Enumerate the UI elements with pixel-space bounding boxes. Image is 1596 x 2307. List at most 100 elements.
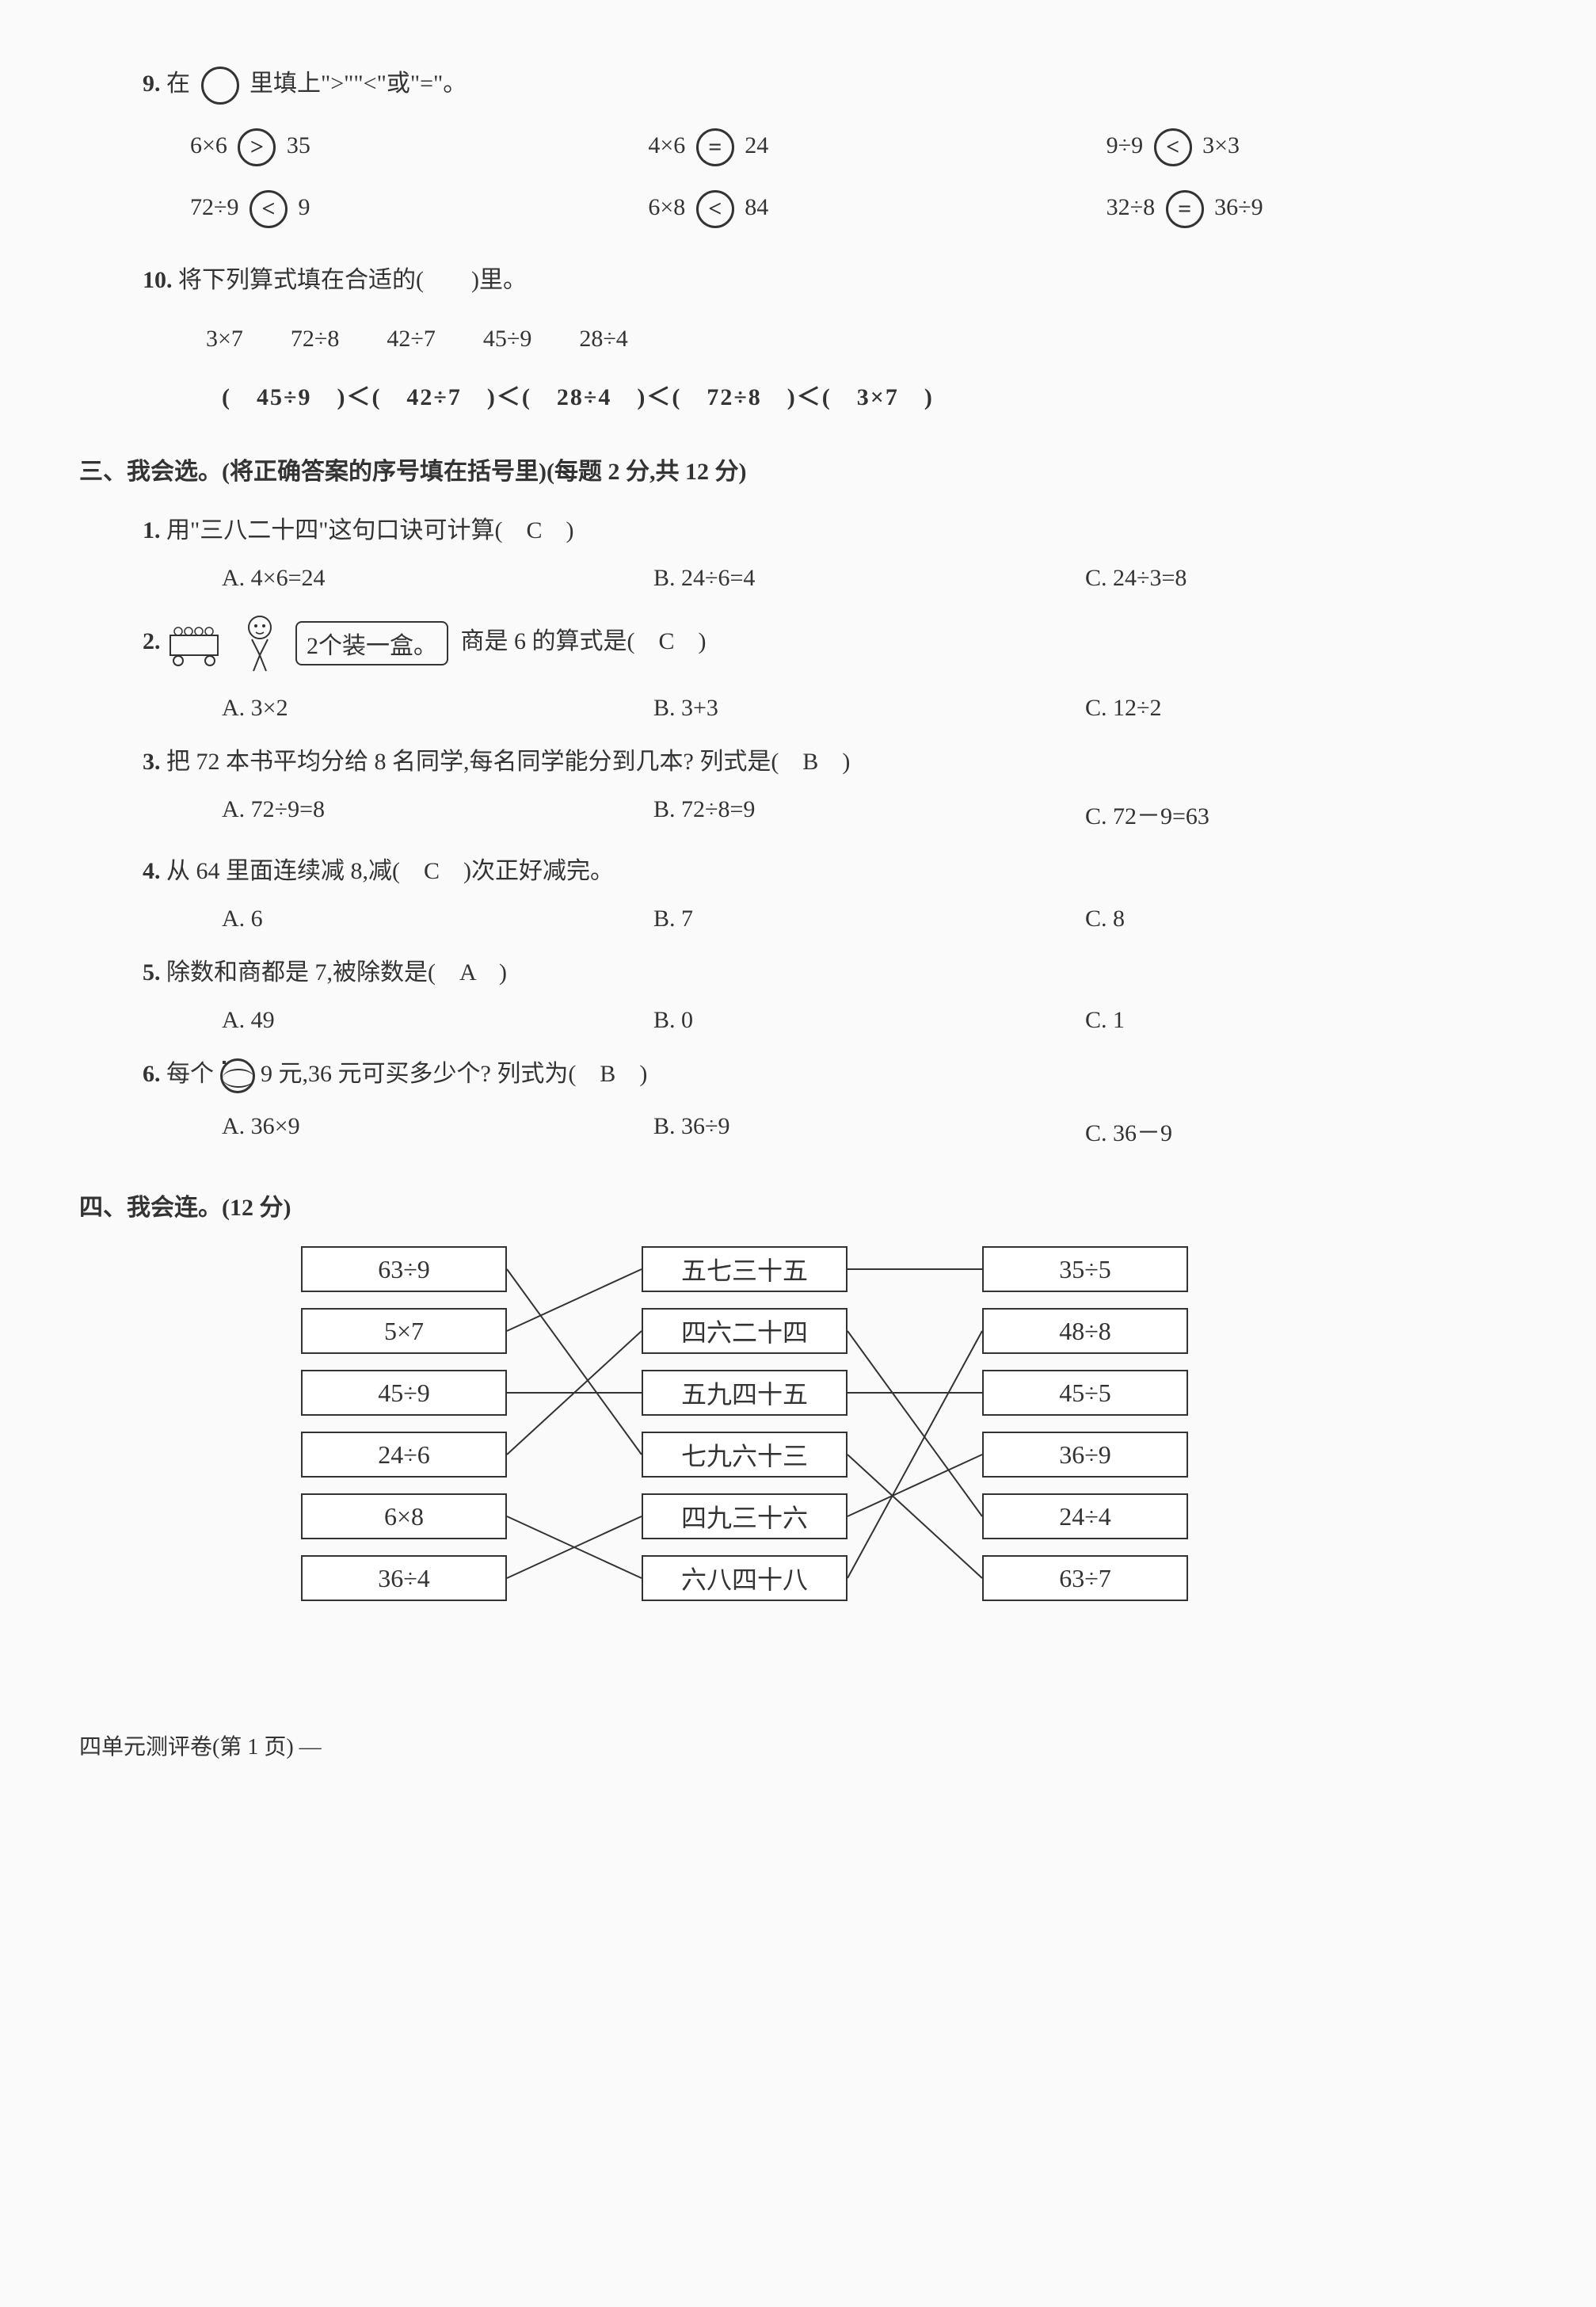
s3-q3: 3. 把 72 本书平均分给 8 名同学,每名同学能分到几本? 列式是( B )… xyxy=(143,742,1517,831)
expr-right: 9 xyxy=(298,194,310,220)
s3q5-label: 5. xyxy=(143,959,161,986)
option-b: B. 72÷8=9 xyxy=(653,796,1085,831)
match-left-3: 24÷6 xyxy=(301,1432,507,1478)
s3q4-options: A. 6 B. 7 C. 8 xyxy=(222,906,1517,932)
s3-q6: 6. 每个 9 元,36 元可买多少个? 列式为( B ) A. 36×9 B.… xyxy=(143,1054,1517,1148)
expr-left: 6×6 xyxy=(190,132,227,158)
match-right-0: 35÷5 xyxy=(982,1246,1188,1292)
match-mid-5: 六八四十八 xyxy=(642,1555,848,1601)
s3q3-options: A. 72÷9=8 B. 72÷8=9 C. 72－9=63 xyxy=(222,796,1517,831)
match-col-right: 35÷5 48÷8 45÷5 36÷9 24÷4 63÷7 xyxy=(982,1246,1188,1601)
option-b: B. 0 xyxy=(653,1007,1085,1034)
match-mid-4: 四九三十六 xyxy=(642,1493,848,1539)
expr-right: 36÷9 xyxy=(1214,194,1263,220)
circle-blank-icon xyxy=(201,67,239,105)
s3q5-options: A. 49 B. 0 C. 1 xyxy=(222,1007,1517,1034)
option-c: C. 1 xyxy=(1085,1007,1517,1034)
volleyball-icon xyxy=(220,1058,255,1093)
q9-expr: 9÷9 < 3×3 xyxy=(1107,128,1517,166)
matching-diagram: 63÷9 5×7 45÷9 24÷6 6×8 36÷4 五七三十五 四六二十四 … xyxy=(301,1246,1251,1682)
option-c: C. 8 xyxy=(1085,906,1517,932)
s3q1-label: 1. xyxy=(143,517,161,543)
option-c: C. 72－9=63 xyxy=(1085,796,1517,831)
s3q3-label: 3. xyxy=(143,749,161,775)
s3q4-text: 从 64 里面连续减 8,减( C )次正好减完。 xyxy=(166,858,614,884)
cart-icon xyxy=(166,620,230,667)
q9-text-before: 在 xyxy=(166,71,190,97)
speech-bubble: 2个装一盒。 xyxy=(295,621,448,665)
s3q3-text: 把 72 本书平均分给 8 名同学,每名同学能分到几本? 列式是( B ) xyxy=(166,749,850,775)
match-col-left: 63÷9 5×7 45÷9 24÷6 6×8 36÷4 xyxy=(301,1246,507,1601)
s3-q2: 2. 2个装一盒。 商是 6 的算式是( C ) A. 3×2 B. 3+3 C… xyxy=(143,612,1517,722)
q10-label: 10. xyxy=(143,267,173,293)
match-left-5: 36÷4 xyxy=(301,1555,507,1601)
q9-text-after: 里填上">""<"或"="。 xyxy=(249,71,467,97)
q10-exprs: 3×7 72÷8 42÷7 45÷9 28÷4 xyxy=(206,318,1517,353)
expr-left: 6×8 xyxy=(648,194,685,220)
expr-right: 35 xyxy=(287,132,310,158)
option-a: A. 72÷9=8 xyxy=(222,796,653,831)
expr-left: 32÷8 xyxy=(1107,194,1155,220)
option-c: C. 12÷2 xyxy=(1085,695,1517,722)
s3-q1: 1. 用"三八二十四"这句口诀可计算( C ) A. 4×6=24 B. 24÷… xyxy=(143,510,1517,592)
page-footer: 四单元测评卷(第 1 页) — xyxy=(79,1729,1517,1761)
match-mid-0: 五七三十五 xyxy=(642,1246,848,1292)
q10-text: 将下列算式填在合适的( )里。 xyxy=(178,267,527,293)
s3q2-text: 商是 6 的算式是( C ) xyxy=(461,628,707,654)
option-b: B. 24÷6=4 xyxy=(653,565,1085,592)
s3q4-label: 4. xyxy=(143,858,161,884)
match-left-2: 45÷9 xyxy=(301,1370,507,1416)
option-c: C. 24÷3=8 xyxy=(1085,565,1517,592)
expr-left: 9÷9 xyxy=(1107,132,1143,158)
q9-row1: 6×6 > 35 4×6 = 24 9÷9 < 3×3 xyxy=(190,128,1517,166)
q9-expr: 6×8 < 84 xyxy=(648,190,1058,228)
option-b: B. 3+3 xyxy=(653,695,1085,722)
s3q6-options: A. 36×9 B. 36÷9 C. 36－9 xyxy=(222,1113,1517,1148)
circle-answer: < xyxy=(696,190,734,228)
q9-expr: 32÷8 = 36÷9 xyxy=(1107,190,1517,228)
s3q2-label: 2. xyxy=(143,628,161,654)
match-right-3: 36÷9 xyxy=(982,1432,1188,1478)
expr-right: 24 xyxy=(745,132,768,158)
child-icon xyxy=(236,612,284,675)
match-mid-3: 七九六十三 xyxy=(642,1432,848,1478)
q9-expr: 4×6 = 24 xyxy=(648,128,1058,166)
s3q5-text: 除数和商都是 7,被除数是( A ) xyxy=(166,959,507,986)
option-b: B. 36÷9 xyxy=(653,1113,1085,1148)
match-left-1: 5×7 xyxy=(301,1308,507,1354)
q9-row2: 72÷9 < 9 6×8 < 84 32÷8 = 36÷9 xyxy=(190,190,1517,228)
option-c: C. 36－9 xyxy=(1085,1113,1517,1148)
q9-label: 9. xyxy=(143,71,161,97)
option-b: B. 7 xyxy=(653,906,1085,932)
match-right-5: 63÷7 xyxy=(982,1555,1188,1601)
s3-q5: 5. 除数和商都是 7,被除数是( A ) A. 49 B. 0 C. 1 xyxy=(143,952,1517,1034)
match-mid-1: 四六二十四 xyxy=(642,1308,848,1354)
section-3-title: 三、我会选。(将正确答案的序号填在括号里)(每题 2 分,共 12 分) xyxy=(79,452,1517,486)
s3q1-text: 用"三八二十四"这句口诀可计算( C ) xyxy=(166,517,573,543)
option-a: A. 36×9 xyxy=(222,1113,653,1148)
s3q6-label: 6. xyxy=(143,1061,161,1087)
expr-right: 3×3 xyxy=(1202,132,1240,158)
question-10: 10. 将下列算式填在合适的( )里。 3×7 72÷8 42÷7 45÷9 2… xyxy=(143,260,1517,412)
match-left-4: 6×8 xyxy=(301,1493,507,1539)
option-a: A. 3×2 xyxy=(222,695,653,722)
circle-answer: = xyxy=(696,128,734,166)
circle-answer: = xyxy=(1166,190,1204,228)
s3-q4: 4. 从 64 里面连续减 8,减( C )次正好减完。 A. 6 B. 7 C… xyxy=(143,851,1517,932)
q9-expr: 6×6 > 35 xyxy=(190,128,600,166)
match-col-mid: 五七三十五 四六二十四 五九四十五 七九六十三 四九三十六 六八四十八 xyxy=(642,1246,848,1601)
s3q6-text-before: 每个 xyxy=(166,1061,214,1087)
s3q6-text-after: 9 元,36 元可买多少个? 列式为( B ) xyxy=(261,1061,647,1087)
expr-left: 4×6 xyxy=(648,132,685,158)
option-a: A. 49 xyxy=(222,1007,653,1034)
circle-answer: < xyxy=(1154,128,1192,166)
section-4-title: 四、我会连。(12 分) xyxy=(79,1188,1517,1222)
circle-answer: < xyxy=(249,190,288,228)
s3q2-options: A. 3×2 B. 3+3 C. 12÷2 xyxy=(222,695,1517,722)
s3q1-options: A. 4×6=24 B. 24÷6=4 C. 24÷3=8 xyxy=(222,565,1517,592)
q10-ordering: ( 45÷9 )＜( 42÷7 )＜( 28÷4 )＜( 72÷8 )＜( 3×… xyxy=(222,377,1517,412)
option-a: A. 4×6=24 xyxy=(222,565,653,592)
option-a: A. 6 xyxy=(222,906,653,932)
expr-right: 84 xyxy=(745,194,768,220)
expr-left: 72÷9 xyxy=(190,194,238,220)
